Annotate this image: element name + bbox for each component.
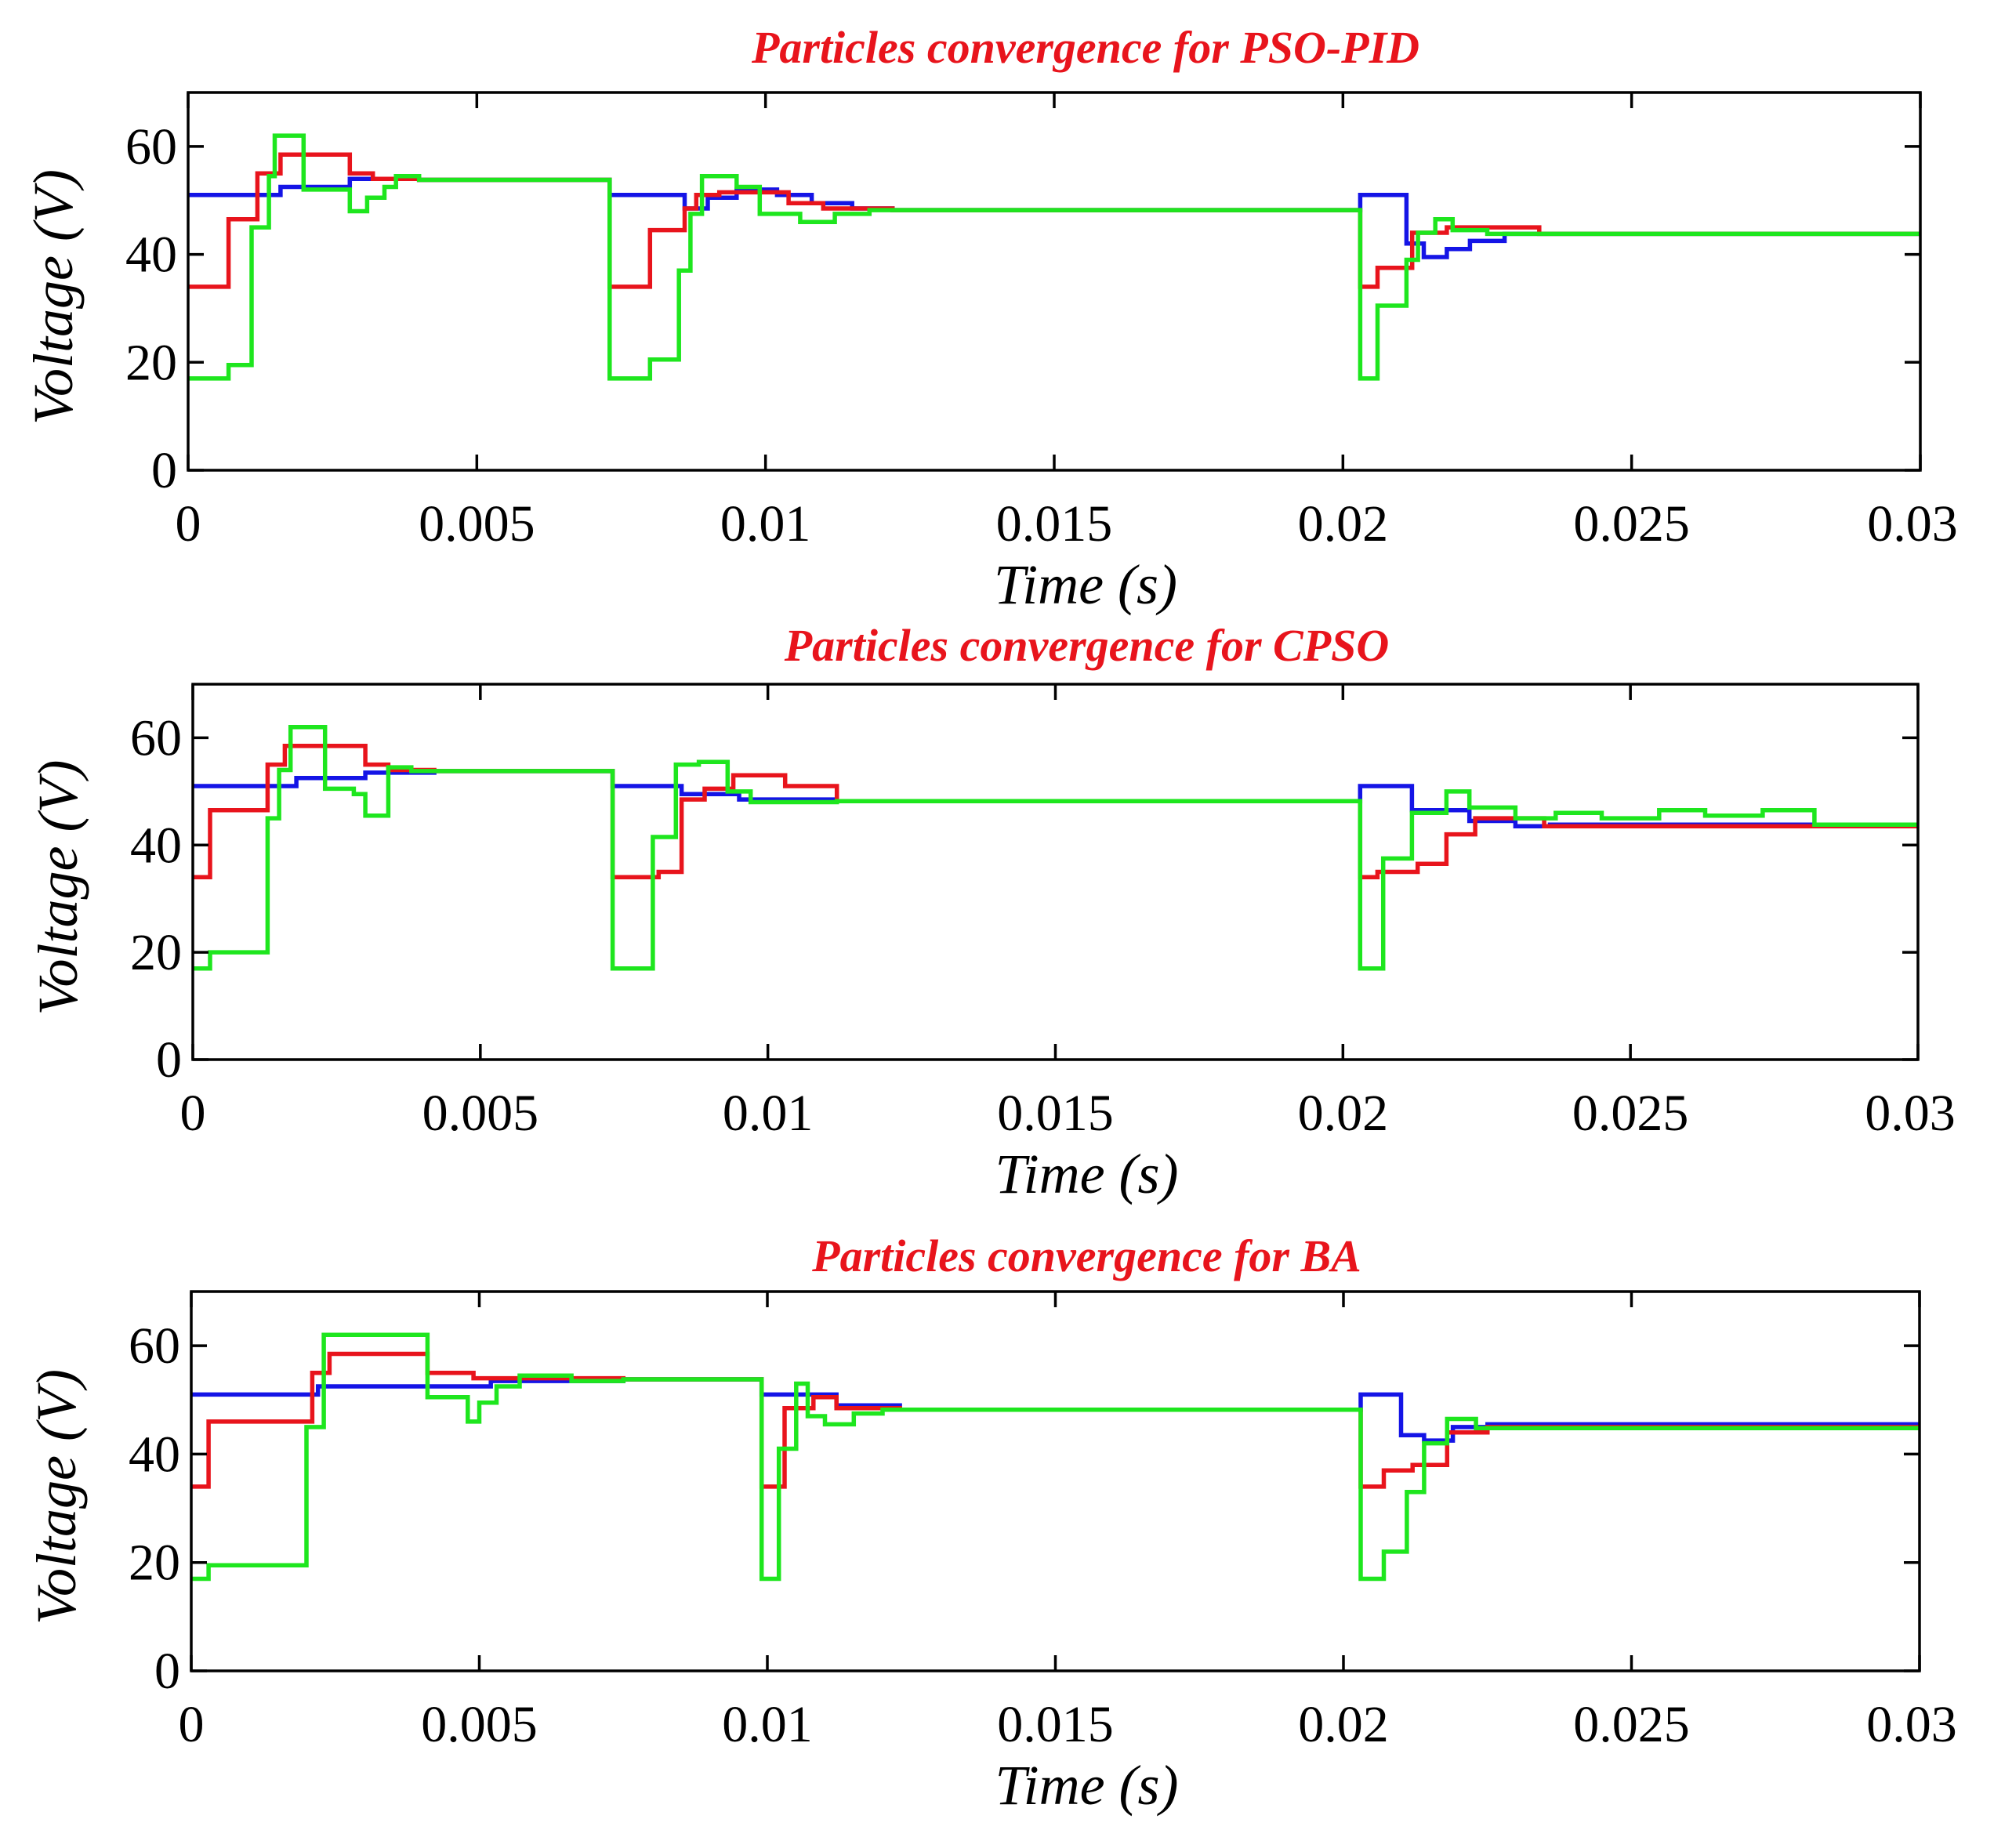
series-line-red <box>191 1351 1920 1489</box>
x-tick-label: 0.015 <box>996 495 1113 553</box>
x-tick-label: 0.03 <box>1866 1696 1957 1753</box>
y-tick-label: 20 <box>129 1535 180 1592</box>
y-tick-label: 0 <box>154 1643 180 1700</box>
y-tick-label: 0 <box>151 442 177 499</box>
plot-frame <box>190 1290 1921 1672</box>
series-line-green <box>193 724 1918 971</box>
x-tick-label: 0.025 <box>1572 1085 1689 1142</box>
y-tick-label: 20 <box>125 334 177 391</box>
y-tick-label: 40 <box>125 226 177 284</box>
plot-frame <box>187 91 1922 472</box>
chart-panel-cpso: Particles convergence for CPSO 0 0.005 0.01… <box>27 620 1956 1205</box>
y-tick-label: 40 <box>129 1426 180 1483</box>
series-group <box>193 724 1918 971</box>
chart-panel-ba: Particles convergence for BA 0 0.005 0.01 0.… <box>25 1230 1957 1817</box>
series-group <box>188 133 1920 381</box>
x-tick-label: 0.025 <box>1573 495 1690 553</box>
x-tick-label: 0.02 <box>1298 1696 1389 1753</box>
x-tick-label: 0.02 <box>1298 495 1389 553</box>
x-tick-label: 0.005 <box>419 495 535 553</box>
x-tick-label: 0.025 <box>1573 1696 1690 1753</box>
y-tick-label: 0 <box>156 1031 182 1089</box>
x-tick-label: 0.01 <box>722 1696 813 1753</box>
chart-title: Particles convergence for CPSO <box>784 620 1390 671</box>
x-tick-label: 0 <box>180 1085 206 1142</box>
y-axis-label: Voltage (V) <box>25 1369 88 1625</box>
y-tick-label: 60 <box>125 118 177 176</box>
series-group <box>191 1332 1920 1582</box>
chart-title: Particles convergence for PSO-PID <box>751 22 1419 73</box>
x-tick-label: 0.02 <box>1298 1085 1389 1142</box>
series-line-red <box>188 152 1920 289</box>
x-tick-label: 0.015 <box>997 1085 1114 1142</box>
x-tick-label: 0.005 <box>421 1696 538 1753</box>
x-axis-label: Time (s) <box>995 1754 1179 1817</box>
x-tick-label: 0 <box>179 1696 205 1753</box>
y-tick-label: 60 <box>130 709 182 766</box>
chart-panel-pso-pid: Particles convergence for PSO-PID 0 0.005 0… <box>22 22 1958 616</box>
y-tick-label: 20 <box>130 924 182 981</box>
y-axis-label: Voltage (V) <box>27 760 89 1016</box>
x-tick-label: 0.01 <box>720 495 811 553</box>
y-tick-label: 60 <box>129 1317 180 1375</box>
y-axis-label: Voltage (V) <box>22 169 85 425</box>
y-tick-label: 40 <box>130 817 182 874</box>
x-tick-label: 0.015 <box>997 1696 1114 1753</box>
series-line-blue <box>193 769 1918 829</box>
series-line-green <box>188 133 1920 381</box>
chart-title: Particles convergence for BA <box>811 1230 1361 1281</box>
x-tick-label: 0.005 <box>422 1085 539 1142</box>
series-line-green <box>191 1332 1920 1582</box>
x-tick-label: 0 <box>176 495 201 553</box>
x-axis-label: Time (s) <box>994 553 1177 616</box>
series-line-blue <box>188 176 1920 259</box>
x-tick-label: 0.03 <box>1867 495 1958 553</box>
x-axis-label: Time (s) <box>995 1143 1179 1205</box>
x-tick-label: 0.01 <box>723 1085 814 1142</box>
x-tick-label: 0.03 <box>1865 1085 1956 1142</box>
plot-frame <box>191 683 1920 1061</box>
